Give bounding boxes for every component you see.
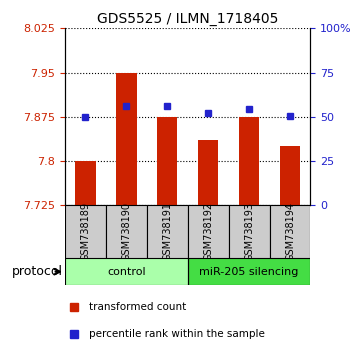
FancyBboxPatch shape <box>65 205 106 258</box>
Bar <box>239 117 259 205</box>
Bar <box>75 161 96 205</box>
Text: GSM738191: GSM738191 <box>162 202 172 261</box>
Text: GSM738193: GSM738193 <box>244 202 254 261</box>
Text: GSM738189: GSM738189 <box>81 202 91 261</box>
Bar <box>116 73 136 205</box>
FancyBboxPatch shape <box>229 205 270 258</box>
Text: percentile rank within the sample: percentile rank within the sample <box>89 329 265 339</box>
FancyBboxPatch shape <box>270 205 310 258</box>
Text: GSM738194: GSM738194 <box>285 202 295 261</box>
Text: GSM738192: GSM738192 <box>203 202 213 262</box>
FancyBboxPatch shape <box>147 205 188 258</box>
Text: protocol: protocol <box>12 265 63 278</box>
FancyBboxPatch shape <box>65 258 188 285</box>
Bar <box>157 117 178 205</box>
Bar <box>198 141 218 205</box>
Text: GSM738190: GSM738190 <box>121 202 131 261</box>
FancyBboxPatch shape <box>106 205 147 258</box>
Title: GDS5525 / ILMN_1718405: GDS5525 / ILMN_1718405 <box>97 12 278 26</box>
Text: control: control <box>107 267 145 277</box>
Text: miR-205 silencing: miR-205 silencing <box>199 267 299 277</box>
FancyBboxPatch shape <box>188 205 229 258</box>
FancyBboxPatch shape <box>188 258 310 285</box>
Text: transformed count: transformed count <box>89 302 186 312</box>
Bar <box>280 146 300 205</box>
